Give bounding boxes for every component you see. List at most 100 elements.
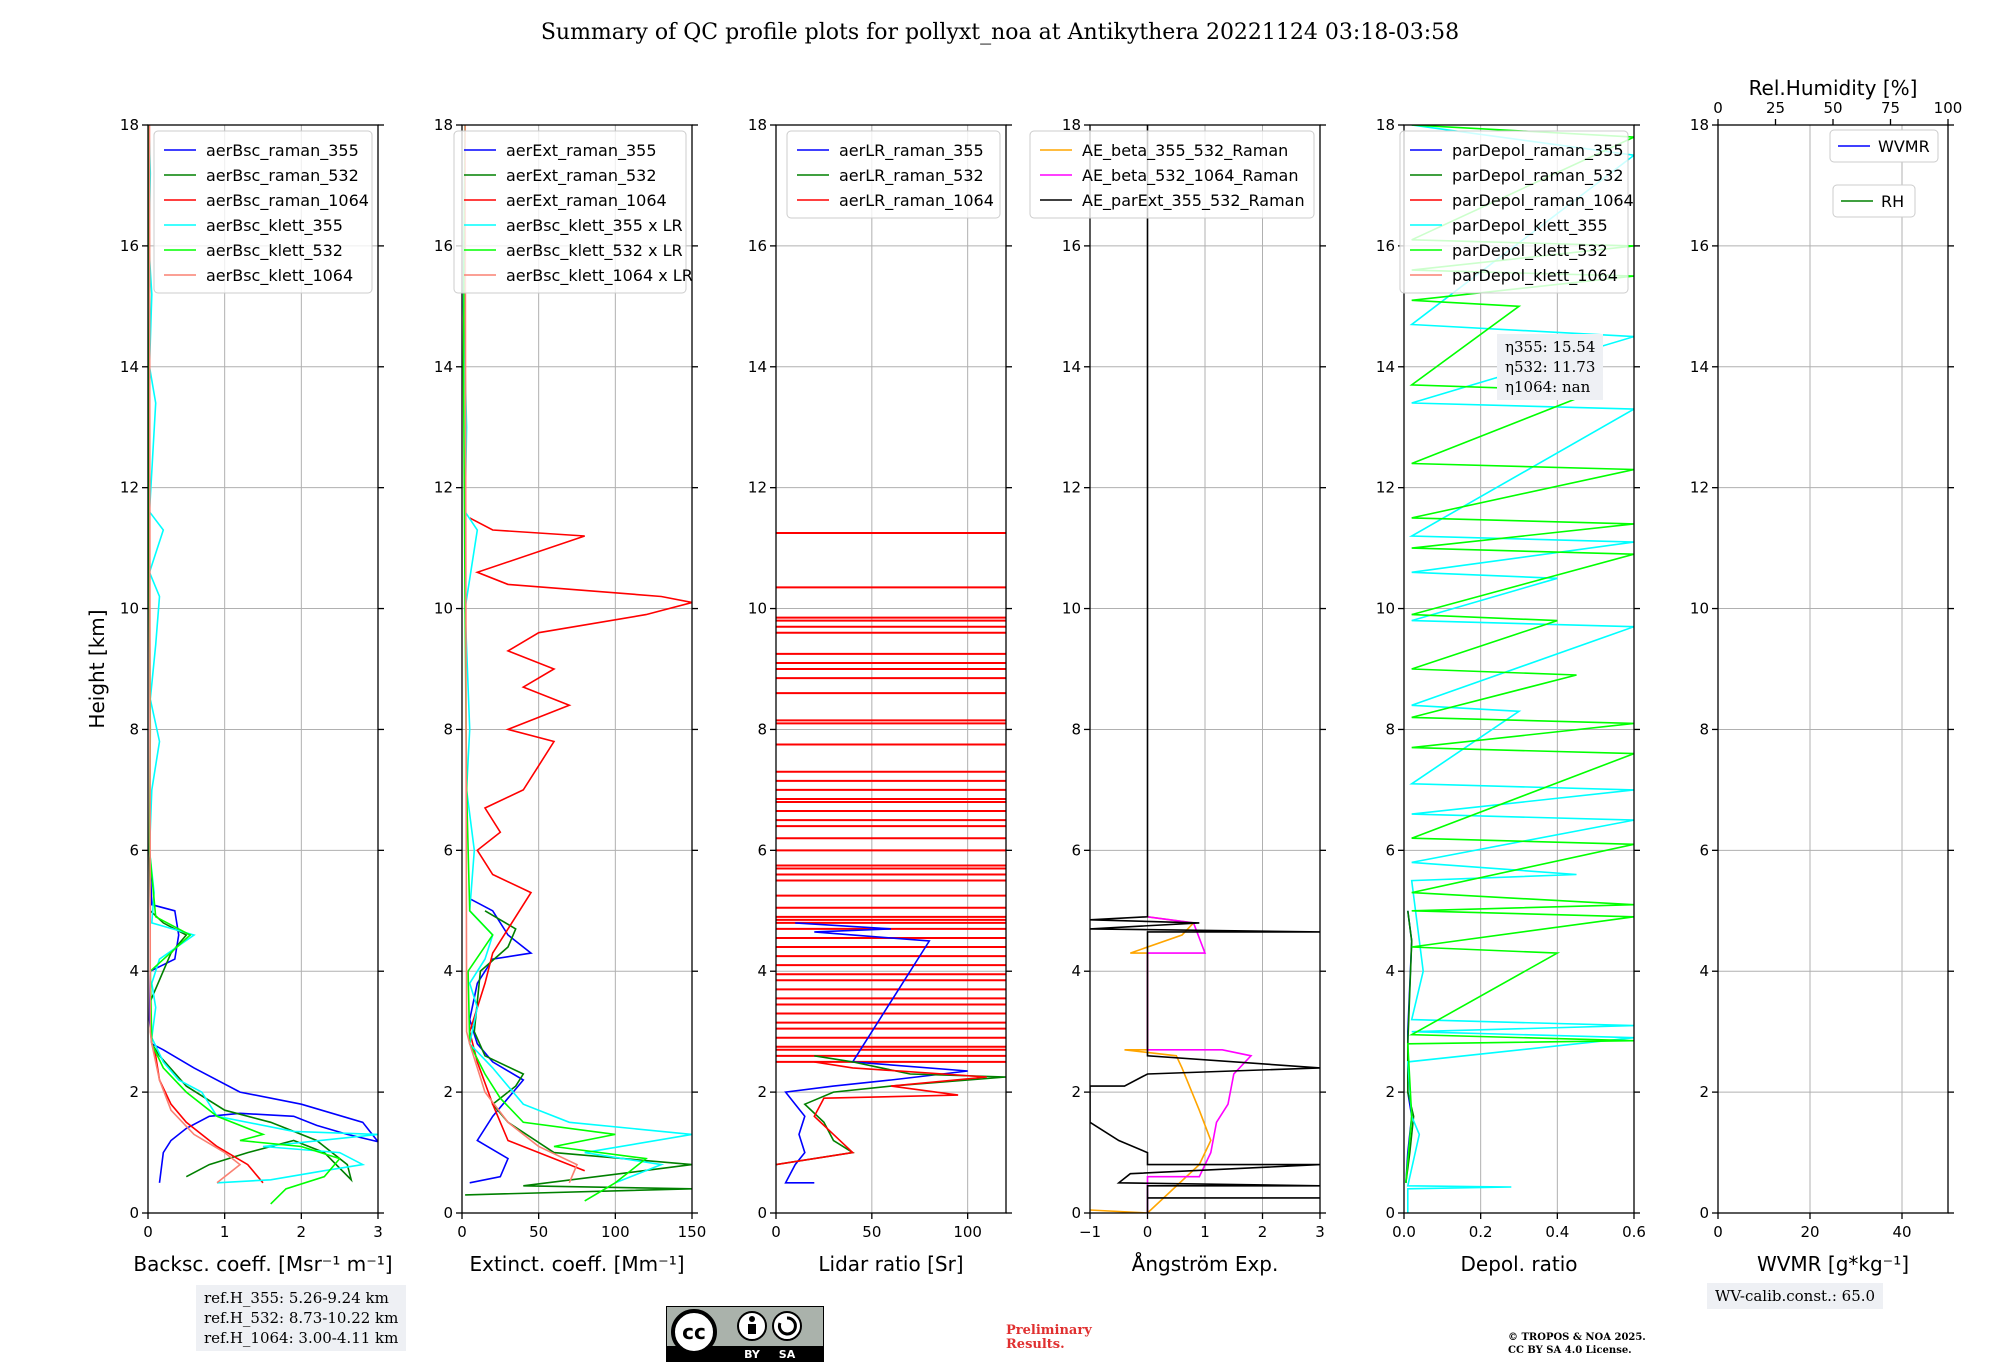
data-layer-ae (1090, 125, 1320, 1213)
ytick-label-ae-3: 6 (1071, 841, 1081, 859)
legend-box-depol (1399, 130, 1629, 294)
xtick-label-depol-2: 0.4 (1545, 1223, 1569, 1241)
series-aerBsc_klett_1064 (148, 125, 242, 1184)
top-xtick-label-wv-0: 0 (1713, 99, 1723, 117)
legend-depol: parDepol_raman_355 parDepol_raman_532 parD… (1399, 130, 1634, 294)
legend-ae: AE_beta_355_532_Raman AE_beta_532_1064_Ra… (1029, 130, 1315, 219)
xtick-label-lr-2: 100 (953, 1223, 982, 1241)
ytick-label-bsc-1: 2 (129, 1083, 139, 1101)
series-AE_parExt_355_532_Raman (1090, 125, 1320, 1213)
legend-box-RH (1832, 184, 1916, 218)
xlabel-ext: Extinct. coeff. [Mm⁻¹] (469, 1252, 684, 1276)
series-aerBsc_klett_355 (148, 125, 378, 1184)
legend-label-parDepol_klett_532: parDepol_klett_532 (1452, 241, 1608, 261)
ytick-label-ae-9: 18 (1062, 116, 1081, 134)
ytick-label-ae-8: 16 (1062, 237, 1081, 255)
ytick-label-wv-6: 12 (1690, 479, 1709, 497)
ytick-label-bsc-6: 12 (120, 479, 139, 497)
refh-box: ref.H_355: 5.26-9.24 km ref.H_532: 8.73-… (196, 1285, 407, 1351)
panel-lr: 0 50 100 0 2 4 6 8 10 12 14 16 18 Lidar ratio [Sr] aer… (748, 116, 1012, 1276)
ytick-label-depol-2: 4 (1385, 962, 1395, 980)
legend-box-bsc (153, 130, 373, 294)
ytick-label-bsc-0: 0 (129, 1204, 139, 1222)
refh-1064: ref.H_1064: 3.00-4.11 km (204, 1329, 399, 1347)
legend-box-ext (453, 130, 687, 294)
series-AE_beta_532_1064_Raman (1146, 916, 1253, 1213)
xtick-label-bsc-2: 2 (297, 1223, 307, 1241)
legend-label-aerBsc_raman_355: aerBsc_raman_355 (206, 141, 359, 161)
legend-label-aerBsc_klett_532 x LR: aerBsc_klett_532 x LR (506, 241, 683, 261)
xtick-label-ae-2: 1 (1200, 1223, 1210, 1241)
ytick-label-depol-1: 2 (1385, 1083, 1395, 1101)
ytick-label-bsc-9: 18 (120, 116, 139, 134)
legend-wv: WVMR RH (1829, 129, 1939, 218)
series-aerBsc_klett_1064 x LR (464, 125, 579, 1184)
ytick-label-ae-0: 0 (1071, 1204, 1081, 1222)
legend-ext: aerExt_raman_355 aerExt_raman_532 aerExt_r… (453, 130, 693, 294)
axes-frame-lr (775, 124, 1007, 1214)
xtick-label-wv-2: 40 (1892, 1223, 1911, 1241)
legend-box-ae (1029, 130, 1315, 219)
sa-icon (772, 1311, 802, 1341)
axes-frame-bsc (147, 124, 379, 1214)
cc-logo: cc (682, 1320, 706, 1344)
legend-label-aerLR_raman_532: aerLR_raman_532 (839, 166, 984, 186)
xlabel-ae: Ångström Exp. (1132, 1252, 1279, 1276)
preliminary-line-2: Results. (1006, 1337, 1065, 1352)
figure-title: Summary of QC profile plots for pollyxt_… (540, 20, 1460, 45)
legend-bsc: aerBsc_raman_355 aerBsc_raman_532 aerBsc_r… (153, 130, 373, 294)
ytick-label-lr-0: 0 (757, 1204, 767, 1222)
ytick-label-depol-6: 12 (1376, 479, 1395, 497)
ytick-label-lr-4: 8 (757, 720, 767, 738)
copyright-line-2: CC BY SA 4.0 License. (1508, 1345, 1632, 1356)
series-aerExt_raman_1064 (468, 517, 692, 1172)
wv-calib-text: WV-calib.const.: 65.0 (1715, 1287, 1876, 1305)
legend-label-aerExt_raman_355: aerExt_raman_355 (506, 141, 657, 161)
ytick-label-depol-8: 16 (1376, 237, 1395, 255)
xtick-label-bsc-3: 3 (373, 1223, 383, 1241)
series-aerBsc_raman_1064 (150, 1031, 264, 1184)
eta-355: η355: 15.54 (1505, 338, 1596, 356)
ytick-label-ae-4: 8 (1071, 720, 1081, 738)
ytick-label-wv-0: 0 (1699, 1204, 1709, 1222)
ytick-label-ae-5: 10 (1062, 600, 1081, 618)
refh-355: ref.H_355: 5.26-9.24 km (204, 1289, 389, 1307)
series-aerLR_raman_355 (784, 922, 968, 1184)
ytick-label-depol-4: 8 (1385, 720, 1395, 738)
series-aerLR_raman_532 (776, 1055, 1006, 1166)
legend-label-AE_beta_532_1064_Raman: AE_beta_532_1064_Raman (1082, 166, 1299, 186)
ytick-label-wv-3: 6 (1699, 841, 1709, 859)
ytick-label-lr-1: 2 (757, 1083, 767, 1101)
copyright-note: © TROPOS & NOA 2025. CC BY SA 4.0 Licens… (1508, 1331, 1646, 1357)
cc-icon (671, 1309, 717, 1355)
data-layer-depol (1405, 125, 1634, 1213)
xlabel-bsc: Backsc. coeff. [Msr⁻¹ m⁻¹] (133, 1252, 392, 1276)
xtick-label-lr-0: 0 (771, 1223, 781, 1241)
top-xtick-label-wv-4: 100 (1934, 99, 1963, 117)
data-layer-ext (462, 125, 692, 1202)
top-xtick-label-wv-2: 50 (1823, 99, 1842, 117)
ytick-label-ext-8: 16 (434, 237, 453, 255)
legend-label-aerExt_raman_1064: aerExt_raman_1064 (506, 191, 667, 211)
series-AE_beta_355_532_Raman (1090, 916, 1212, 1213)
legend-label-aerLR_raman_355: aerLR_raman_355 (839, 141, 984, 161)
xtick-label-depol-3: 0.6 (1622, 1223, 1646, 1241)
xtick-label-wv-0: 0 (1713, 1223, 1723, 1241)
ytick-label-lr-9: 18 (748, 116, 767, 134)
legend-label-aerBsc_klett_355 x LR: aerBsc_klett_355 x LR (506, 216, 683, 236)
series-aerBsc_raman_532 (148, 850, 353, 1183)
ylabel-bsc: Height [km] (85, 609, 109, 728)
series-parDepol_klett_532 (1405, 125, 1634, 1183)
series-aerBsc_klett_355 x LR (462, 125, 692, 1184)
ytick-label-ae-7: 14 (1062, 358, 1081, 376)
xtick-label-ae-1: 0 (1143, 1223, 1153, 1241)
ytick-label-bsc-5: 10 (120, 600, 139, 618)
legend-label-aerExt_raman_532: aerExt_raman_532 (506, 166, 657, 186)
ytick-label-depol-5: 10 (1376, 600, 1395, 618)
ytick-label-wv-7: 14 (1690, 358, 1709, 376)
ytick-label-ae-1: 2 (1071, 1083, 1081, 1101)
top-xtick-label-wv-3: 75 (1881, 99, 1900, 117)
top-xlabel-wv: Rel.Humidity [%] (1749, 76, 1918, 100)
